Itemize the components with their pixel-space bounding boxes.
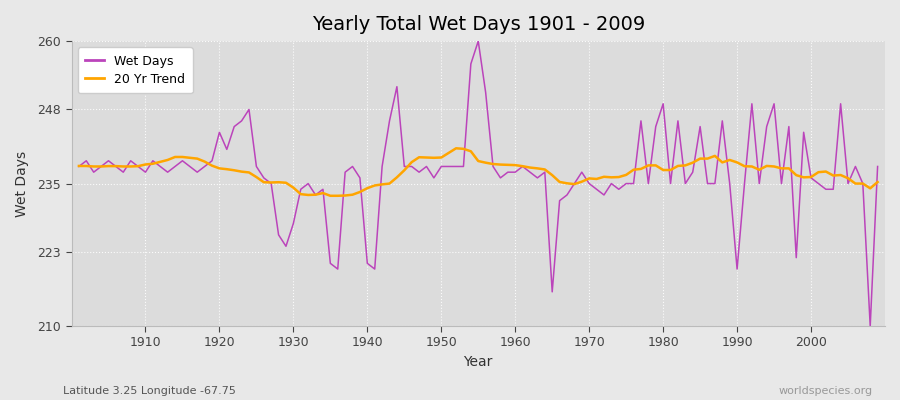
Text: worldspecies.org: worldspecies.org (778, 386, 873, 396)
Wet Days (518, 164, 528, 169)
20 Yr Trend (872, 180, 883, 184)
20 Yr Trend (295, 192, 306, 196)
Wet Days (295, 187, 306, 192)
20 Yr Trend (525, 165, 535, 170)
Wet Days (132, 164, 143, 169)
20 Yr Trend (614, 175, 625, 180)
Wet Days (872, 164, 883, 169)
20 Yr Trend (74, 164, 85, 168)
20 Yr Trend (451, 146, 462, 151)
20 Yr Trend (347, 192, 358, 197)
Wet Days (509, 170, 520, 174)
Line: Wet Days: Wet Days (79, 41, 878, 326)
20 Yr Trend (325, 193, 336, 198)
Wet Days (865, 324, 876, 328)
Wet Days (74, 164, 85, 169)
Line: 20 Yr Trend: 20 Yr Trend (79, 148, 878, 196)
Wet Days (339, 170, 350, 174)
Text: Latitude 3.25 Longitude -67.75: Latitude 3.25 Longitude -67.75 (63, 386, 236, 396)
Y-axis label: Wet Days: Wet Days (15, 150, 29, 217)
20 Yr Trend (518, 164, 528, 169)
Legend: Wet Days, 20 Yr Trend: Wet Days, 20 Yr Trend (77, 47, 193, 93)
Title: Yearly Total Wet Days 1901 - 2009: Yearly Total Wet Days 1901 - 2009 (311, 15, 645, 34)
Wet Days (606, 181, 616, 186)
Wet Days (472, 39, 483, 44)
20 Yr Trend (132, 164, 143, 168)
X-axis label: Year: Year (464, 355, 493, 369)
